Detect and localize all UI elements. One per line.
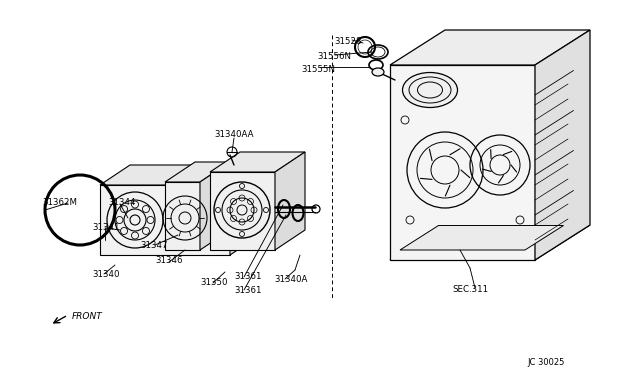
Text: 31528: 31528 [334, 37, 362, 46]
Polygon shape [230, 165, 260, 255]
Text: 31344: 31344 [108, 198, 136, 207]
Text: 31361: 31361 [234, 272, 262, 281]
Text: 31362M: 31362M [42, 198, 77, 207]
Polygon shape [390, 30, 590, 65]
Text: 31346: 31346 [155, 256, 182, 265]
Polygon shape [210, 152, 305, 172]
Text: 31350: 31350 [200, 278, 227, 287]
Polygon shape [165, 162, 230, 182]
Text: 31340: 31340 [92, 270, 120, 279]
Polygon shape [100, 165, 260, 185]
Text: 31340AA: 31340AA [214, 130, 253, 139]
Polygon shape [400, 225, 563, 250]
Text: 31555N: 31555N [301, 65, 335, 74]
Polygon shape [390, 65, 535, 260]
Text: JC 30025: JC 30025 [527, 358, 565, 367]
Polygon shape [390, 225, 590, 260]
Text: 31340A: 31340A [274, 275, 307, 284]
Text: 31556N: 31556N [317, 52, 351, 61]
Text: FRONT: FRONT [72, 312, 103, 321]
Text: 31341: 31341 [92, 223, 120, 232]
Polygon shape [200, 162, 230, 250]
Polygon shape [535, 30, 590, 260]
Ellipse shape [372, 68, 384, 76]
Text: 31347: 31347 [140, 241, 168, 250]
Polygon shape [210, 172, 275, 250]
Ellipse shape [403, 73, 458, 108]
Polygon shape [275, 152, 305, 250]
Text: SEC.311: SEC.311 [452, 285, 488, 294]
Polygon shape [100, 185, 230, 255]
Polygon shape [165, 182, 200, 250]
Text: 31361: 31361 [234, 286, 262, 295]
